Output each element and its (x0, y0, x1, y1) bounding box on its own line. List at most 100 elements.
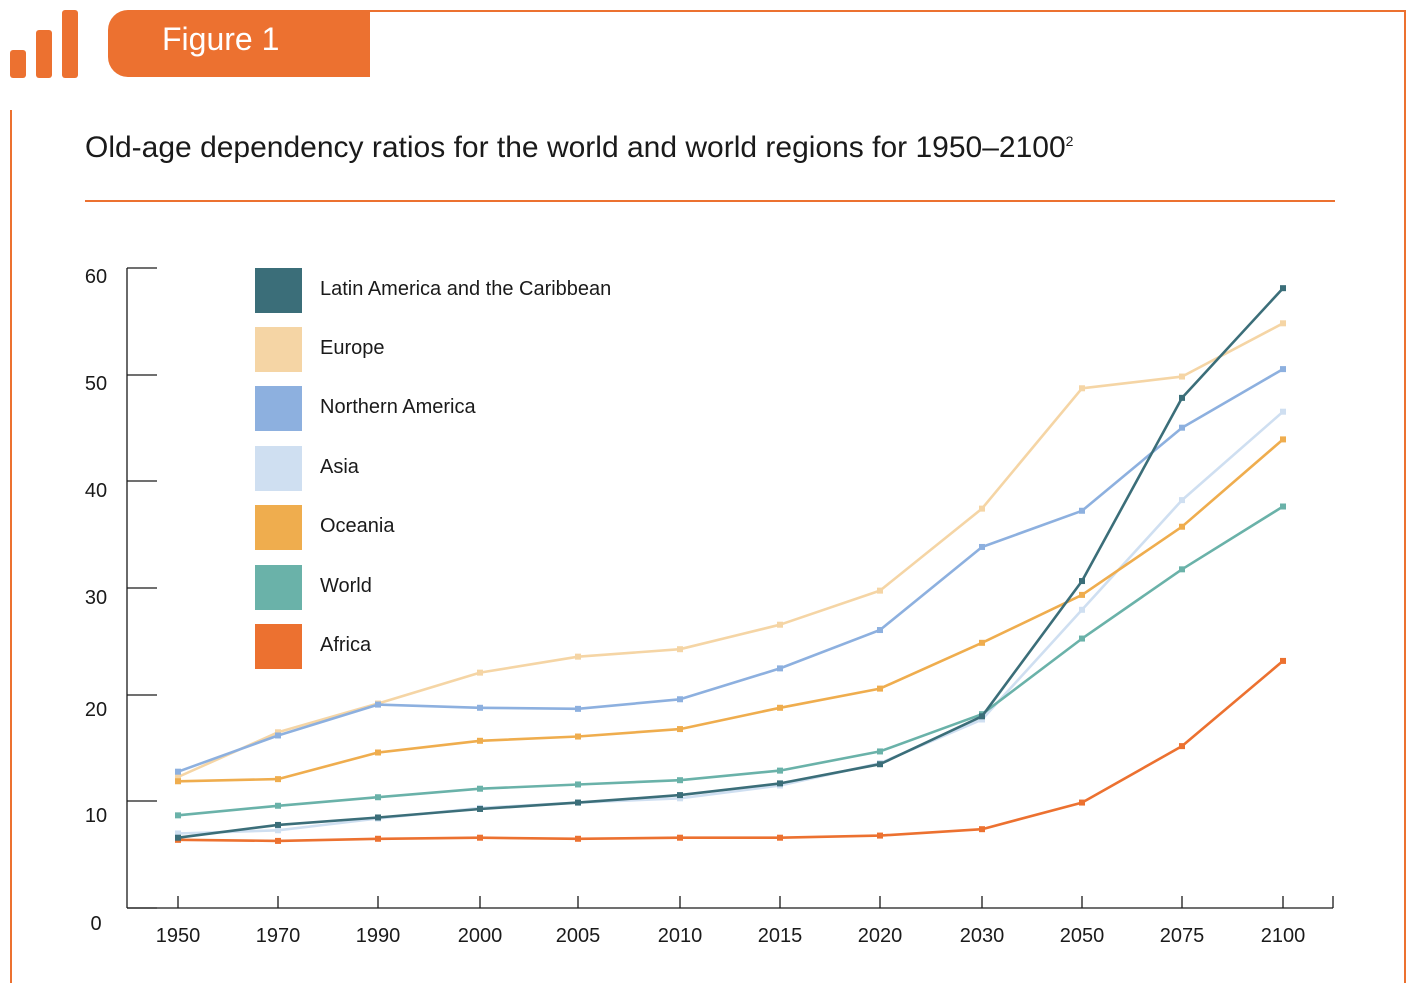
data-point-northern-america (275, 732, 281, 739)
data-point-oceania (777, 704, 783, 711)
x-tick-label: 2020 (858, 925, 903, 947)
data-point-latin-america-and-the-caribbean (677, 792, 683, 799)
series-line-asia (177, 410, 1284, 835)
data-point-oceania (275, 776, 281, 783)
data-point-oceania (1280, 436, 1286, 443)
data-point-asia (1280, 408, 1286, 415)
frame-right-border (1404, 10, 1406, 983)
data-point-latin-america-and-the-caribbean (1179, 394, 1185, 401)
data-point-world (275, 802, 281, 809)
data-point-africa (477, 834, 483, 841)
y-tick-label: 0 (90, 913, 101, 935)
data-point-africa (1280, 657, 1286, 664)
data-point-asia (175, 830, 181, 837)
x-tick-label: 2010 (658, 925, 703, 947)
series-line-oceania (177, 438, 1284, 783)
data-point-latin-america-and-the-caribbean (877, 761, 883, 768)
data-point-oceania (979, 639, 985, 646)
data-point-europe (1179, 373, 1185, 380)
x-tick-label: 2075 (1160, 925, 1205, 947)
data-point-asia (1179, 497, 1185, 504)
series-line-africa (177, 659, 1284, 843)
data-point-oceania (677, 726, 683, 733)
series-line-europe (177, 322, 1284, 779)
legend-swatch-europe (255, 327, 302, 372)
data-point-europe (979, 505, 985, 512)
legend-swatch-asia (255, 446, 302, 491)
data-point-latin-america-and-the-caribbean (1079, 578, 1085, 585)
data-point-latin-america-and-the-caribbean (1280, 285, 1286, 292)
chart-title-text: Old-age dependency ratios for the world … (85, 131, 1066, 164)
x-tick-label: 2030 (960, 925, 1005, 947)
title-divider (85, 200, 1335, 202)
x-tick-label: 2100 (1261, 925, 1306, 947)
data-point-northern-america (1179, 424, 1185, 431)
data-point-world (175, 812, 181, 819)
data-point-northern-america (777, 665, 783, 672)
y-tick-label: 20 (85, 699, 107, 721)
data-point-world (1280, 503, 1286, 510)
legend-swatch-northern-america (255, 386, 302, 431)
data-point-oceania (375, 749, 381, 756)
legend-label-asia: Asia (320, 456, 360, 478)
data-point-world (375, 794, 381, 801)
data-point-latin-america-and-the-caribbean (175, 834, 181, 841)
data-point-europe (275, 729, 281, 736)
data-point-northern-america (677, 696, 683, 703)
data-point-oceania (1179, 523, 1185, 530)
x-tick-label: 1970 (256, 925, 301, 947)
data-point-asia (275, 827, 281, 834)
y-tick-label: 40 (85, 480, 107, 502)
data-point-asia (677, 795, 683, 802)
data-point-world (677, 777, 683, 784)
legend-label-latin-america-and-the-caribbean: Latin America and the Caribbean (320, 278, 611, 300)
legend-swatch-latin-america-and-the-caribbean (255, 268, 302, 313)
legend-label-world: World (320, 575, 372, 597)
legend-label-africa: Africa (320, 634, 372, 656)
data-point-world (777, 767, 783, 774)
x-tick-label: 2000 (458, 925, 503, 947)
figure-tab (108, 10, 370, 77)
data-point-oceania (175, 778, 181, 785)
data-point-europe (777, 621, 783, 628)
data-point-world (877, 748, 883, 755)
data-point-africa (877, 832, 883, 839)
data-point-world (477, 785, 483, 792)
y-tick-label: 60 (85, 266, 107, 288)
data-point-latin-america-and-the-caribbean (575, 799, 581, 806)
legend-swatch-africa (255, 624, 302, 669)
data-point-europe (1079, 385, 1085, 392)
data-point-latin-america-and-the-caribbean (477, 805, 483, 812)
x-tick-label: 2050 (1060, 925, 1105, 947)
y-tick-label: 50 (85, 373, 107, 395)
x-tick-label: 1990 (356, 925, 401, 947)
data-point-northern-america (1280, 366, 1286, 373)
data-point-latin-america-and-the-caribbean (375, 814, 381, 821)
data-point-asia (979, 716, 985, 723)
x-tick-label: 1950 (156, 925, 201, 947)
legend-label-northern-america: Northern America (320, 396, 476, 418)
data-point-northern-america (979, 543, 985, 550)
figure-label: Figure 1 (162, 21, 280, 57)
frame-top-border (370, 10, 1406, 12)
legend-label-europe: Europe (320, 337, 385, 359)
data-point-europe (1280, 320, 1286, 327)
data-point-latin-america-and-the-caribbean (275, 821, 281, 828)
data-point-asia (1079, 606, 1085, 613)
data-point-world (1079, 635, 1085, 642)
data-point-northern-america (575, 705, 581, 712)
data-point-northern-america (877, 627, 883, 634)
data-point-africa (1179, 743, 1185, 750)
data-point-africa (677, 834, 683, 841)
y-tick-label: 30 (85, 587, 107, 609)
data-point-europe (877, 587, 883, 594)
data-point-latin-america-and-the-caribbean (979, 713, 985, 720)
x-tick-label: 2015 (758, 925, 803, 947)
series-line-world (177, 505, 1284, 817)
data-point-europe (575, 653, 581, 660)
data-point-oceania (877, 685, 883, 692)
data-point-europe (677, 646, 683, 653)
data-point-oceania (477, 737, 483, 744)
data-point-northern-america (175, 768, 181, 775)
